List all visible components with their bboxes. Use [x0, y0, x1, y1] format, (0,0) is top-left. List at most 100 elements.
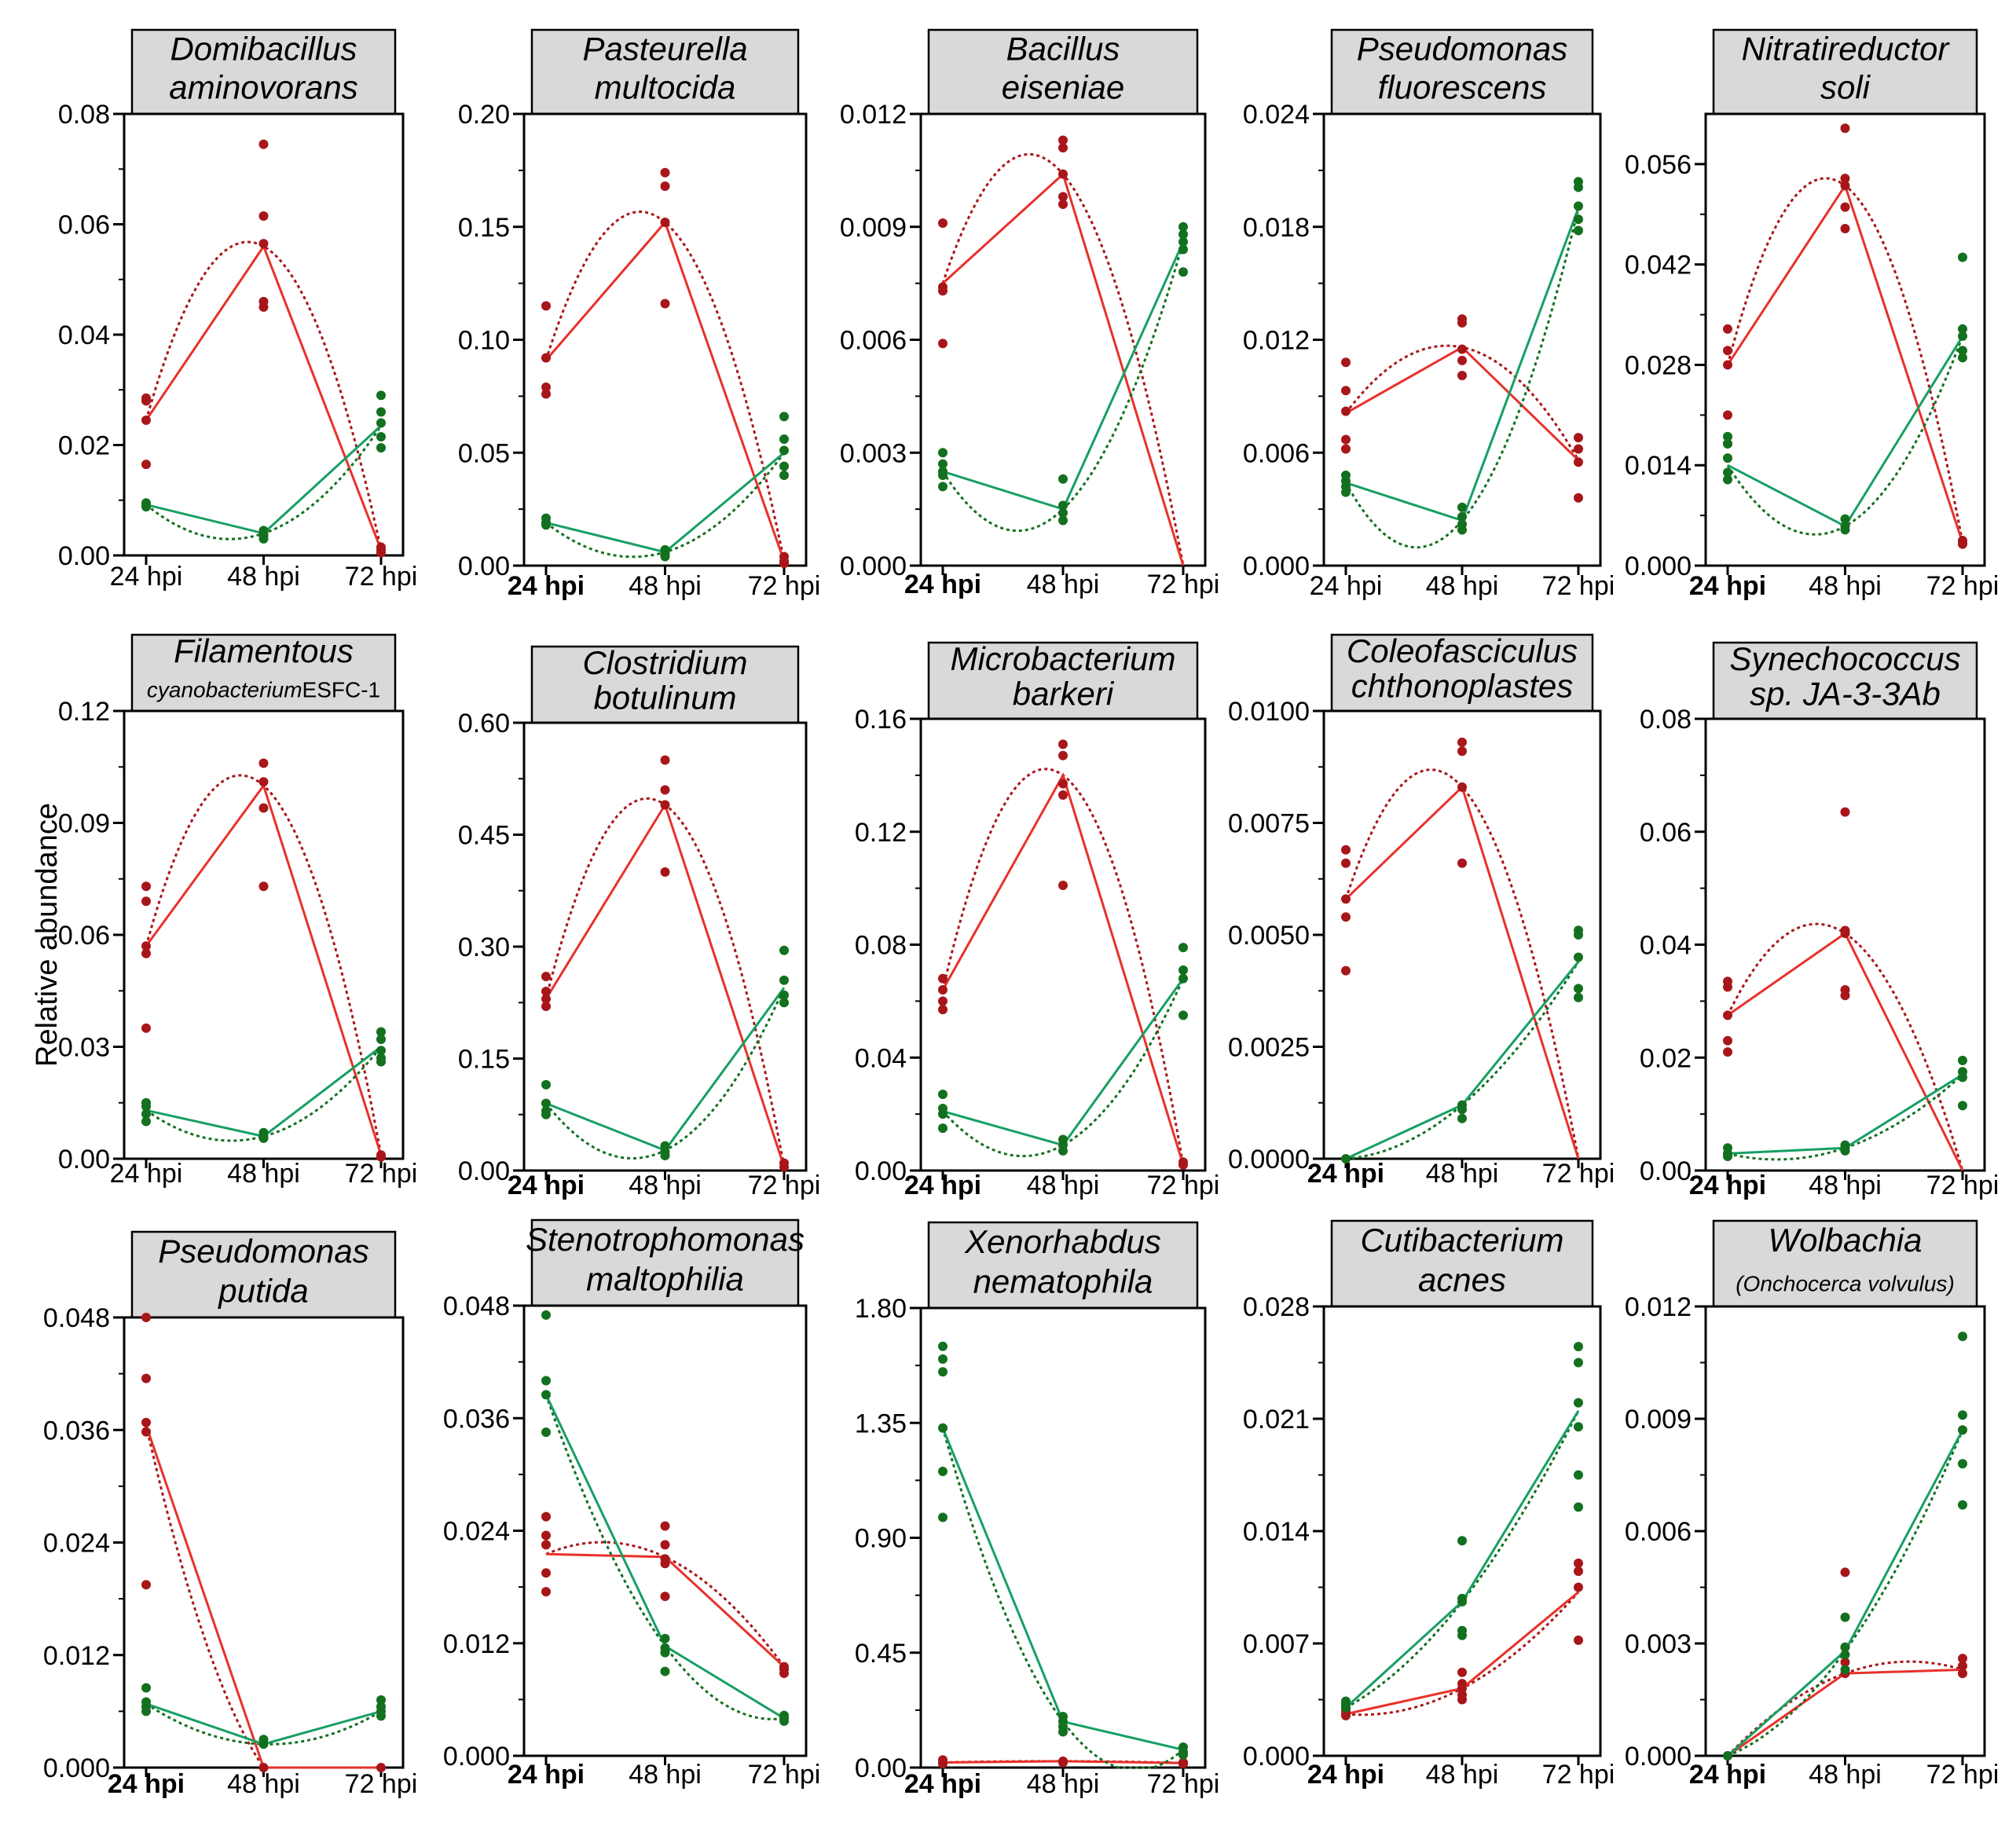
green-data-point — [1958, 1332, 1967, 1342]
red-mean-line — [1726, 182, 1964, 544]
green-data-point — [1178, 222, 1188, 232]
panel-title-line: fluorescens — [1378, 69, 1547, 106]
red-data-point — [1178, 1160, 1188, 1170]
green-data-point — [938, 1109, 948, 1119]
green-data-point — [1958, 353, 1967, 363]
y-tick-label: 0.45 — [855, 1639, 907, 1669]
red-data-point — [1840, 991, 1850, 1001]
green-data-point — [1058, 507, 1068, 518]
x-tick-label: 48 hpi — [1809, 1760, 1882, 1790]
red-data-point — [660, 755, 670, 765]
red-data-point — [1058, 881, 1068, 891]
y-tick-label: 0.02 — [1640, 1043, 1692, 1073]
red-mean-line — [544, 220, 786, 562]
title-italic-part: cyanobacterium — [147, 678, 302, 702]
y-tick-label: 0.04 — [1640, 931, 1692, 961]
green-data-point — [1958, 1101, 1967, 1111]
x-tick-label: 24 hpi — [904, 1769, 981, 1799]
y-tick-label: 0.048 — [43, 1303, 110, 1333]
y-tick-label: 0.0100 — [1228, 697, 1310, 727]
y-tick-label: 0.09 — [58, 809, 110, 839]
red-data-point — [541, 972, 551, 981]
red-data-point — [779, 559, 789, 569]
red-data-point — [1958, 539, 1967, 549]
x-tick-label: 72 hpi — [1542, 1760, 1615, 1790]
x-tick-label: 24 hpi — [904, 570, 981, 599]
green-data-point — [1574, 930, 1583, 940]
title-box — [927, 1221, 1199, 1310]
panel-title-line: Domibacillus — [170, 31, 357, 68]
red-data-point — [376, 548, 386, 558]
green-data-point — [141, 1683, 151, 1693]
y-tick-label: 0.20 — [458, 100, 510, 130]
y-tick-label: 0.024 — [1243, 100, 1310, 130]
green-data-point — [1457, 511, 1467, 522]
red-data-point — [1457, 782, 1467, 792]
red-data-point — [660, 867, 670, 877]
x-tick-label: 72 hpi — [1926, 1171, 2000, 1200]
panel-title-line: eiseniae — [1002, 69, 1124, 106]
axes-frame — [919, 1306, 1207, 1769]
red-data-point — [938, 1759, 948, 1769]
green-data-point — [779, 471, 789, 480]
y-tick-label: 0.10 — [458, 326, 510, 356]
x-tick-label: 48 hpi — [1426, 1159, 1499, 1189]
green-data-point — [1457, 1113, 1467, 1123]
axes-frame — [123, 112, 405, 557]
red-data-point — [779, 1162, 789, 1172]
green-data-point — [376, 1035, 386, 1044]
red-data-point — [660, 218, 670, 227]
red-data-point — [1341, 845, 1351, 855]
red-data-point — [938, 996, 948, 1006]
green-data-point — [1574, 952, 1583, 962]
green-data-point — [1840, 1665, 1850, 1675]
x-tick-label: 72 hpi — [1926, 1760, 2000, 1790]
red-data-point — [141, 1580, 151, 1590]
green-fit-curve — [1345, 1410, 1580, 1709]
red-data-point — [1574, 444, 1583, 454]
green-data-point — [660, 1151, 670, 1160]
y-tick-label: 0.15 — [458, 1045, 510, 1075]
x-tick-label: 48 hpi — [1809, 571, 1882, 601]
green-data-point — [1840, 1642, 1850, 1652]
y-tick-label: 0.05 — [458, 438, 510, 468]
x-tick-label: 48 hpi — [1027, 1769, 1100, 1799]
green-data-point — [1840, 1145, 1850, 1156]
green-mean-line — [942, 977, 1185, 1147]
panel-title-line: Xenorhabdus — [964, 1223, 1161, 1260]
green-data-point — [1574, 225, 1583, 236]
y-tick-label: 0.000 — [1625, 551, 1692, 581]
green-fit-curve — [545, 452, 786, 559]
green-data-point — [1723, 467, 1732, 478]
x-tick-label: 72 hpi — [1147, 1171, 1220, 1200]
green-data-point — [1457, 1596, 1467, 1607]
green-data-point — [938, 1367, 948, 1377]
red-data-point — [1341, 406, 1351, 416]
panel-title-line: soli — [1820, 69, 1871, 106]
x-tick-label: 72 hpi — [1542, 1159, 1615, 1189]
red-data-point — [1341, 858, 1351, 868]
red-data-point — [1058, 200, 1068, 209]
red-data-point — [258, 239, 269, 249]
red-data-point — [258, 1763, 269, 1772]
green-data-point — [938, 1354, 948, 1364]
panel-6: Filamentous cyanobacteriumESFC-1 0.00 0.03 0… — [58, 632, 418, 1189]
y-tick-label: 0.0000 — [1228, 1145, 1310, 1174]
green-data-point — [1958, 1425, 1967, 1435]
red-mean-line — [544, 801, 786, 1167]
green-data-point — [1958, 1055, 1967, 1065]
green-fit-curve — [941, 241, 1185, 533]
red-data-point — [1341, 965, 1351, 976]
title-box — [130, 633, 397, 713]
red-data-point — [1840, 224, 1850, 234]
panel-title-line: Filamentous — [174, 632, 354, 669]
red-data-point — [1723, 1010, 1732, 1020]
red-data-point — [258, 881, 269, 892]
green-fit-curve — [145, 1046, 383, 1142]
y-tick-label: 0.003 — [1625, 1629, 1692, 1659]
green-data-point — [141, 1109, 151, 1119]
red-data-point — [1958, 1654, 1967, 1664]
green-data-point — [1058, 500, 1068, 511]
title-box — [530, 28, 800, 115]
